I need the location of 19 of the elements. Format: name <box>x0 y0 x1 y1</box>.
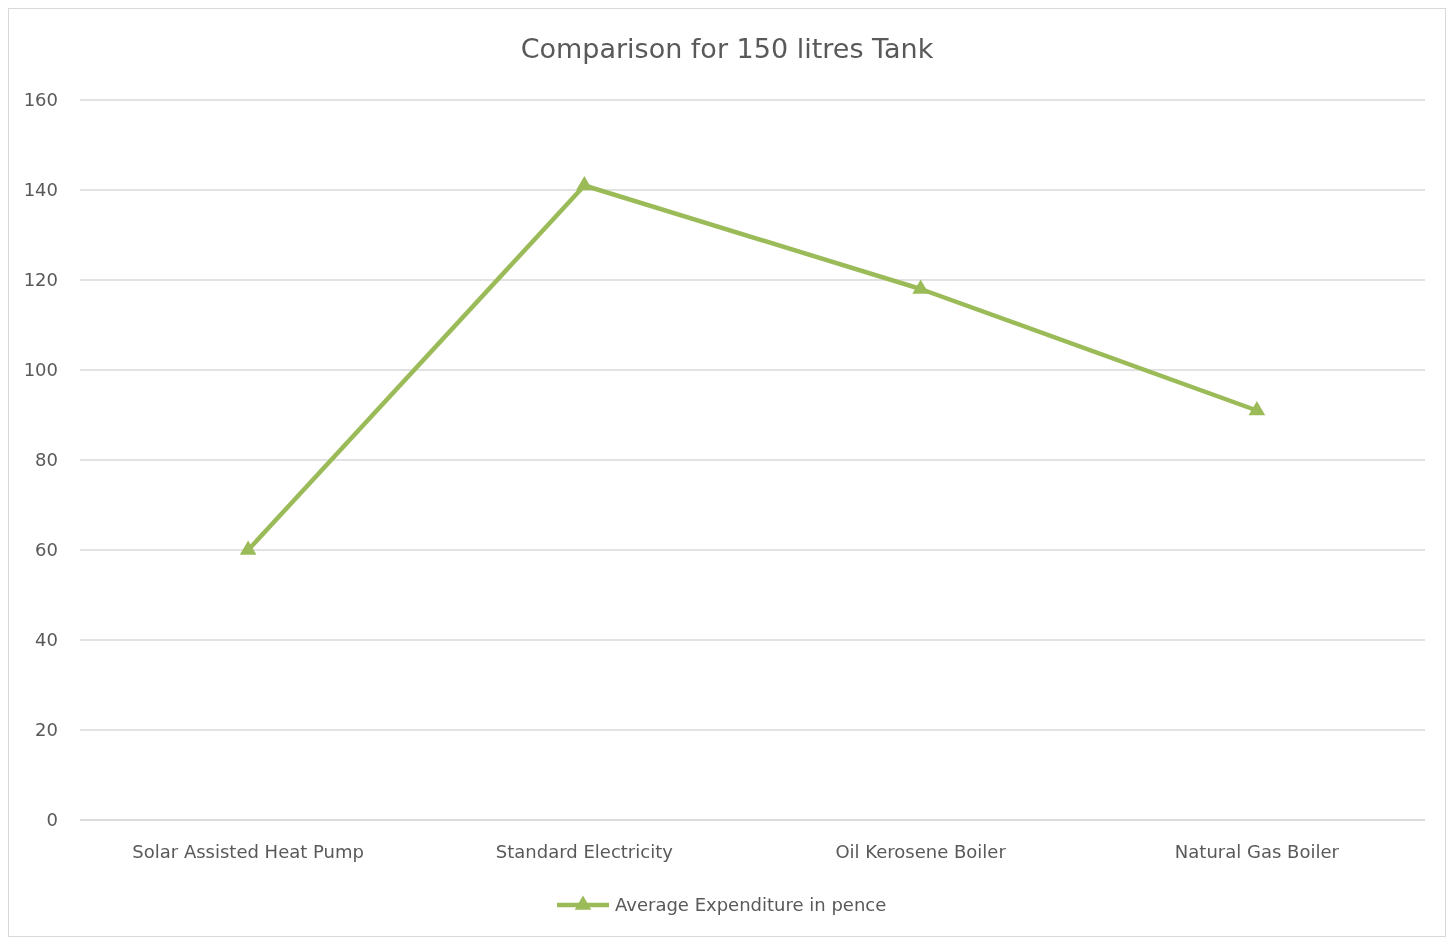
y-tick-label: 100 <box>23 359 58 381</box>
y-tick-label: 20 <box>35 719 58 741</box>
y-tick-label: 40 <box>35 629 58 651</box>
y-tick-label: 120 <box>23 269 58 291</box>
x-tick-label: Solar Assisted Heat Pump <box>132 841 364 862</box>
y-tick-label: 80 <box>35 449 58 471</box>
point <box>576 175 593 191</box>
point <box>1248 400 1266 416</box>
x-tick-label: Oil Kerosene Boiler <box>835 841 1007 862</box>
y-tick-label: 160 <box>23 89 58 111</box>
point <box>239 540 257 555</box>
y-tick-label: 140 <box>23 179 58 201</box>
y-tick-label: 0 <box>46 809 58 831</box>
point <box>912 279 929 294</box>
x-tick-label: Natural Gas Boiler <box>1174 841 1340 862</box>
x-tick-label: Standard Electricity <box>495 841 674 862</box>
legend-label: Average Expenditure in pence <box>615 894 887 916</box>
y-tick-label: 60 <box>35 539 58 561</box>
chart-title: Comparison for 150 litres Tank <box>520 33 934 64</box>
